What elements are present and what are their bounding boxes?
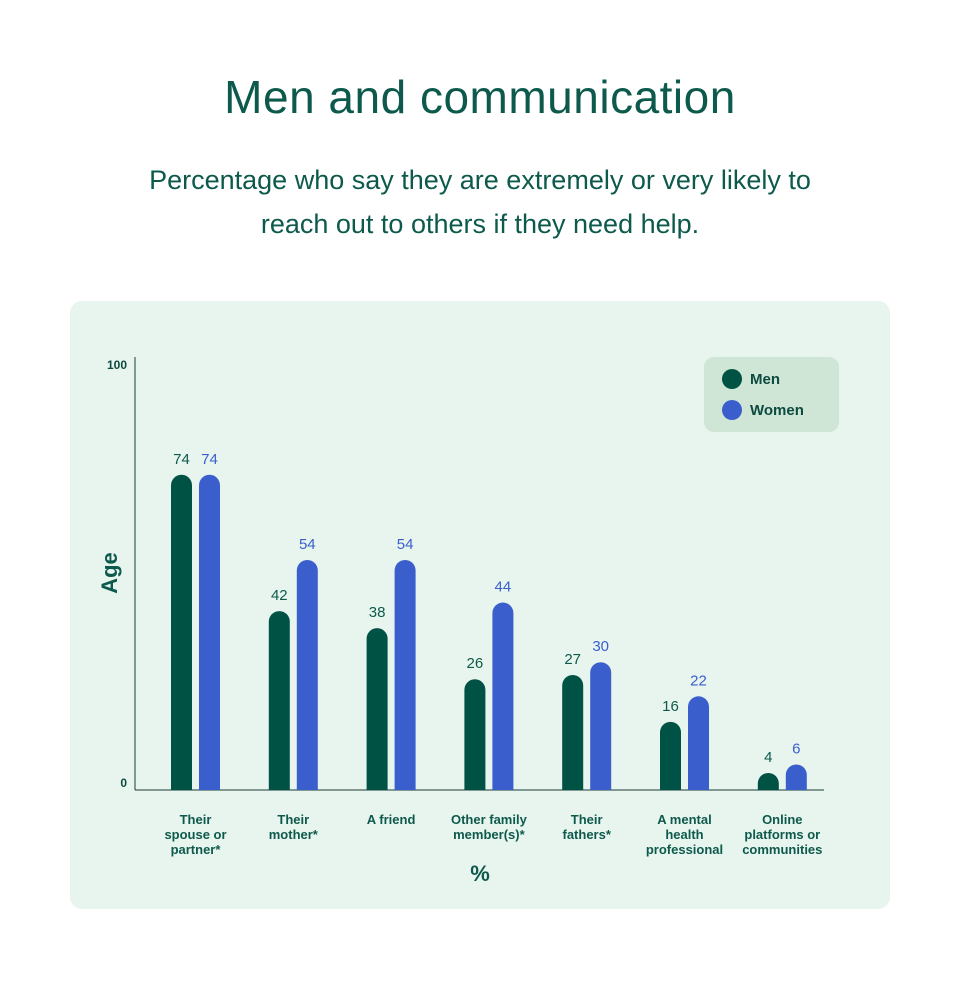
data-label-men: 27 bbox=[564, 651, 581, 668]
legend: Men Women bbox=[704, 357, 839, 432]
chart-title: Men and communication bbox=[224, 71, 736, 123]
data-label-women: 74 bbox=[201, 451, 218, 468]
x-tick-label: Their fathers* bbox=[562, 812, 611, 842]
data-label-men: 16 bbox=[662, 698, 679, 715]
x-tick-label: A mental health professional bbox=[646, 812, 723, 857]
data-label-men: 26 bbox=[467, 655, 484, 672]
x-tick-label-line: platforms or bbox=[744, 827, 820, 842]
legend-label-women: Women bbox=[750, 401, 804, 419]
x-tick-label-line: member(s)* bbox=[453, 827, 525, 842]
y-tick-label: 0 bbox=[120, 776, 127, 790]
x-axis-label: % bbox=[470, 861, 490, 886]
x-tick-label-line: fathers* bbox=[562, 827, 611, 842]
data-label-men: 38 bbox=[369, 604, 386, 621]
bar-women-4 bbox=[590, 662, 612, 790]
x-tick-label-line: Online bbox=[762, 812, 802, 827]
x-tick-label: Their mother* bbox=[269, 812, 319, 842]
bar-women-1 bbox=[296, 559, 318, 790]
bar-men-5 bbox=[660, 721, 681, 790]
data-label-women: 54 bbox=[397, 536, 414, 553]
x-tick-label-line: health bbox=[665, 827, 703, 842]
data-label-men: 42 bbox=[271, 587, 288, 604]
data-label-men: 4 bbox=[764, 749, 772, 766]
data-label-women: 44 bbox=[495, 579, 512, 596]
data-label-women: 30 bbox=[592, 638, 609, 655]
bar-women-2 bbox=[394, 559, 416, 790]
y-axis-label: Age bbox=[97, 552, 122, 594]
bar-women-6 bbox=[785, 764, 807, 790]
legend-swatch-women bbox=[722, 400, 742, 420]
legend-item-men: Men bbox=[722, 369, 780, 389]
legend-swatch-men bbox=[722, 369, 742, 389]
x-tick-label-line: partner* bbox=[171, 842, 222, 857]
bar-women-5 bbox=[688, 696, 709, 790]
x-tick-label-line: Their bbox=[277, 812, 309, 827]
bar-men-6 bbox=[757, 772, 779, 790]
data-label-women: 6 bbox=[792, 740, 800, 757]
bar-women-0 bbox=[199, 474, 220, 790]
legend-item-women: Women bbox=[722, 400, 804, 420]
chart-subtitle: Percentage who say they are extremely or… bbox=[149, 165, 811, 239]
data-label-women: 54 bbox=[299, 536, 316, 553]
x-tick-label: A friend bbox=[367, 812, 416, 827]
legend-label-men: Men bbox=[750, 370, 780, 388]
bar-men-1 bbox=[268, 611, 290, 790]
x-tick-label-line: A mental bbox=[657, 812, 711, 827]
x-tick-label: Online platforms or communities bbox=[742, 812, 822, 857]
data-label-men: 74 bbox=[173, 451, 190, 468]
x-tick-label-line: Their bbox=[571, 812, 603, 827]
x-tick-label-line: spouse or bbox=[164, 827, 226, 842]
bar-men-3 bbox=[464, 679, 486, 790]
x-tick-label-line: communities bbox=[742, 842, 822, 857]
bar-men-2 bbox=[366, 628, 388, 790]
bar-men-0 bbox=[171, 474, 192, 790]
y-tick-label: 100 bbox=[107, 358, 127, 372]
data-label-women: 22 bbox=[690, 672, 707, 689]
x-tick-label-line: professional bbox=[646, 842, 723, 857]
x-tick-label: Other family member(s)* bbox=[451, 812, 528, 842]
x-tick-label-line: Their bbox=[180, 812, 212, 827]
bar-men-4 bbox=[562, 674, 584, 790]
x-tick-label-line: A friend bbox=[367, 812, 416, 827]
x-tick-label-line: Other family bbox=[451, 812, 528, 827]
bar-women-3 bbox=[492, 602, 514, 790]
x-tick-label: Their spouse or partner* bbox=[164, 812, 226, 857]
x-tick-label-line: mother* bbox=[269, 827, 319, 842]
